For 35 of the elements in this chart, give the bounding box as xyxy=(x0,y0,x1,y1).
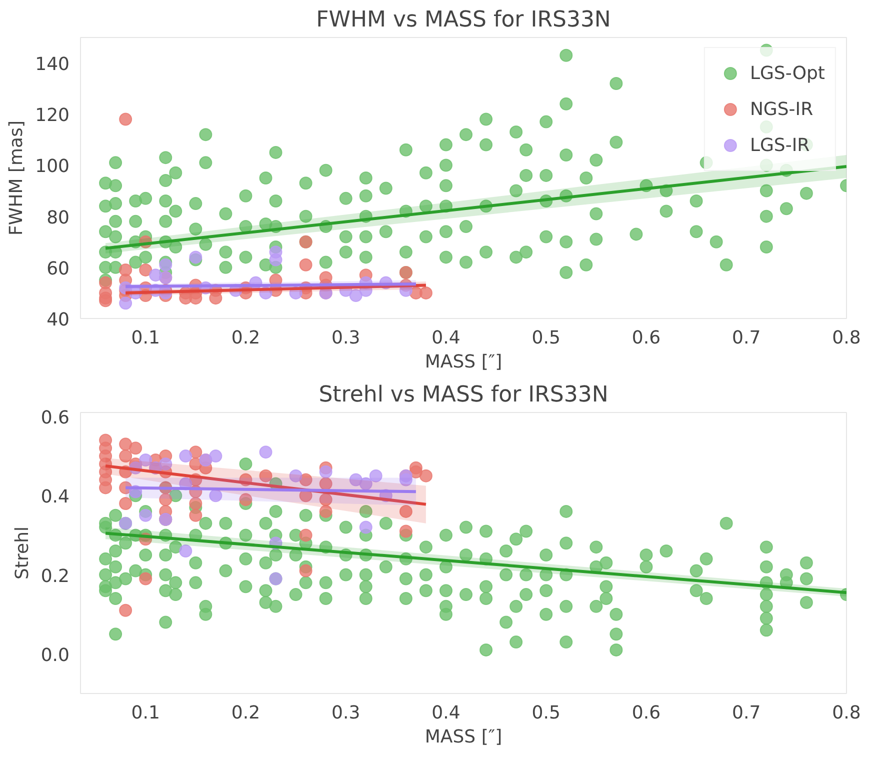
x-tick-label: 0.2 xyxy=(231,702,260,724)
y-tick-label: 40 xyxy=(46,310,70,330)
x-tick-label: 0.7 xyxy=(732,328,761,348)
x-axis-title: MASS [″] xyxy=(424,352,502,372)
x-tick-label: 0.3 xyxy=(332,702,360,724)
x-axis-title: MASS [″] xyxy=(424,726,502,748)
x-tick-label: 0.5 xyxy=(532,328,560,348)
x-tick-label: 0.5 xyxy=(532,702,560,724)
x-tick-label: 0.1 xyxy=(131,702,160,724)
x-tick-label: 0.8 xyxy=(832,702,861,724)
y-tick-label: 120 xyxy=(35,105,70,126)
y-tick-label: 80 xyxy=(46,207,70,228)
x-tick-label: 0.2 xyxy=(231,328,260,348)
y-tick-label: 0.4 xyxy=(40,486,70,508)
x-tick-label: 0.7 xyxy=(732,702,761,724)
x-tick-label: 0.4 xyxy=(432,702,460,724)
x-tick-label: 0.3 xyxy=(332,328,360,348)
y-tick-label: 100 xyxy=(35,156,70,178)
legend-label: LGS-Opt xyxy=(750,62,825,84)
legend-label: LGS-IR xyxy=(750,134,810,156)
y-tick-label: 60 xyxy=(46,258,70,280)
chart-title: FWHM vs MASS for IRS33N xyxy=(316,8,611,32)
y-tick-label: 0.0 xyxy=(40,644,70,666)
x-tick-label: 0.6 xyxy=(632,702,661,724)
x-tick-label: 0.8 xyxy=(832,328,861,348)
y-tick-label: 140 xyxy=(35,54,70,76)
y-tick-label: 0.6 xyxy=(40,407,70,428)
y-tick-label: 0.2 xyxy=(40,566,70,587)
legend-label: NGS-IR xyxy=(750,98,814,120)
y-axis-title: FWHM [mas] xyxy=(6,120,28,236)
chart-title: Strehl vs MASS for IRS33N xyxy=(318,382,608,408)
x-tick-label: 0.4 xyxy=(432,328,460,348)
x-tick-label: 0.6 xyxy=(632,328,661,348)
y-axis-title: Strehl xyxy=(12,526,33,580)
x-tick-label: 0.1 xyxy=(131,328,160,348)
